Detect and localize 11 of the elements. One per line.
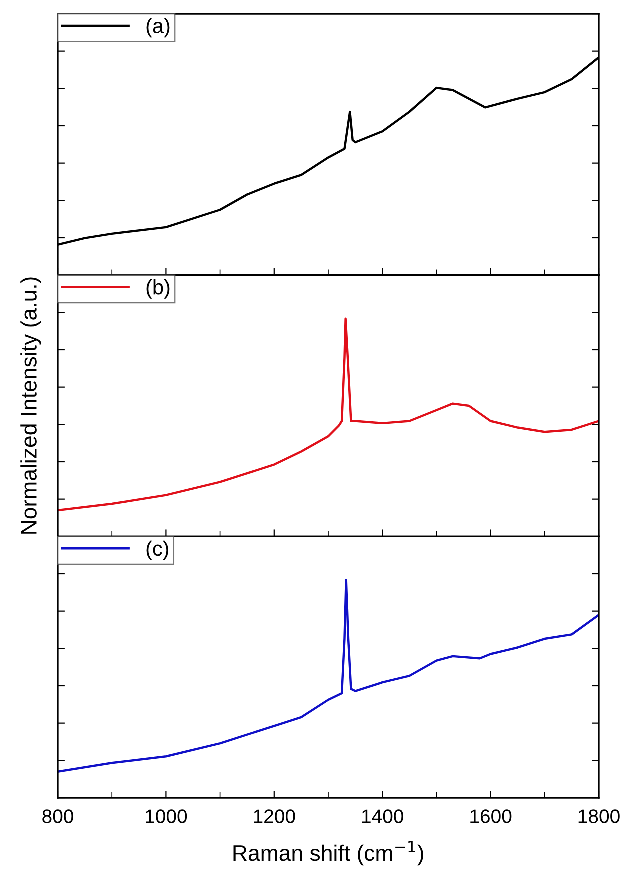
x-tick-label: 1000 [146,810,188,824]
y-axis-title: Normalized Intensity (a.u.) [20,278,42,534]
x-tick-label: 1400 [362,810,404,824]
legend-label: (b) [146,280,170,299]
legend-label: (c) [146,540,168,560]
x-axis-title: Raman shift (cm$^{−1}$) [234,841,424,866]
x-tick-label: 1800 [578,810,620,824]
x-tick-label: 1600 [470,810,512,824]
x-tick-label: 1200 [254,810,296,824]
x-tick-label: 800 [42,810,74,824]
legend-label: (a) [146,18,170,38]
